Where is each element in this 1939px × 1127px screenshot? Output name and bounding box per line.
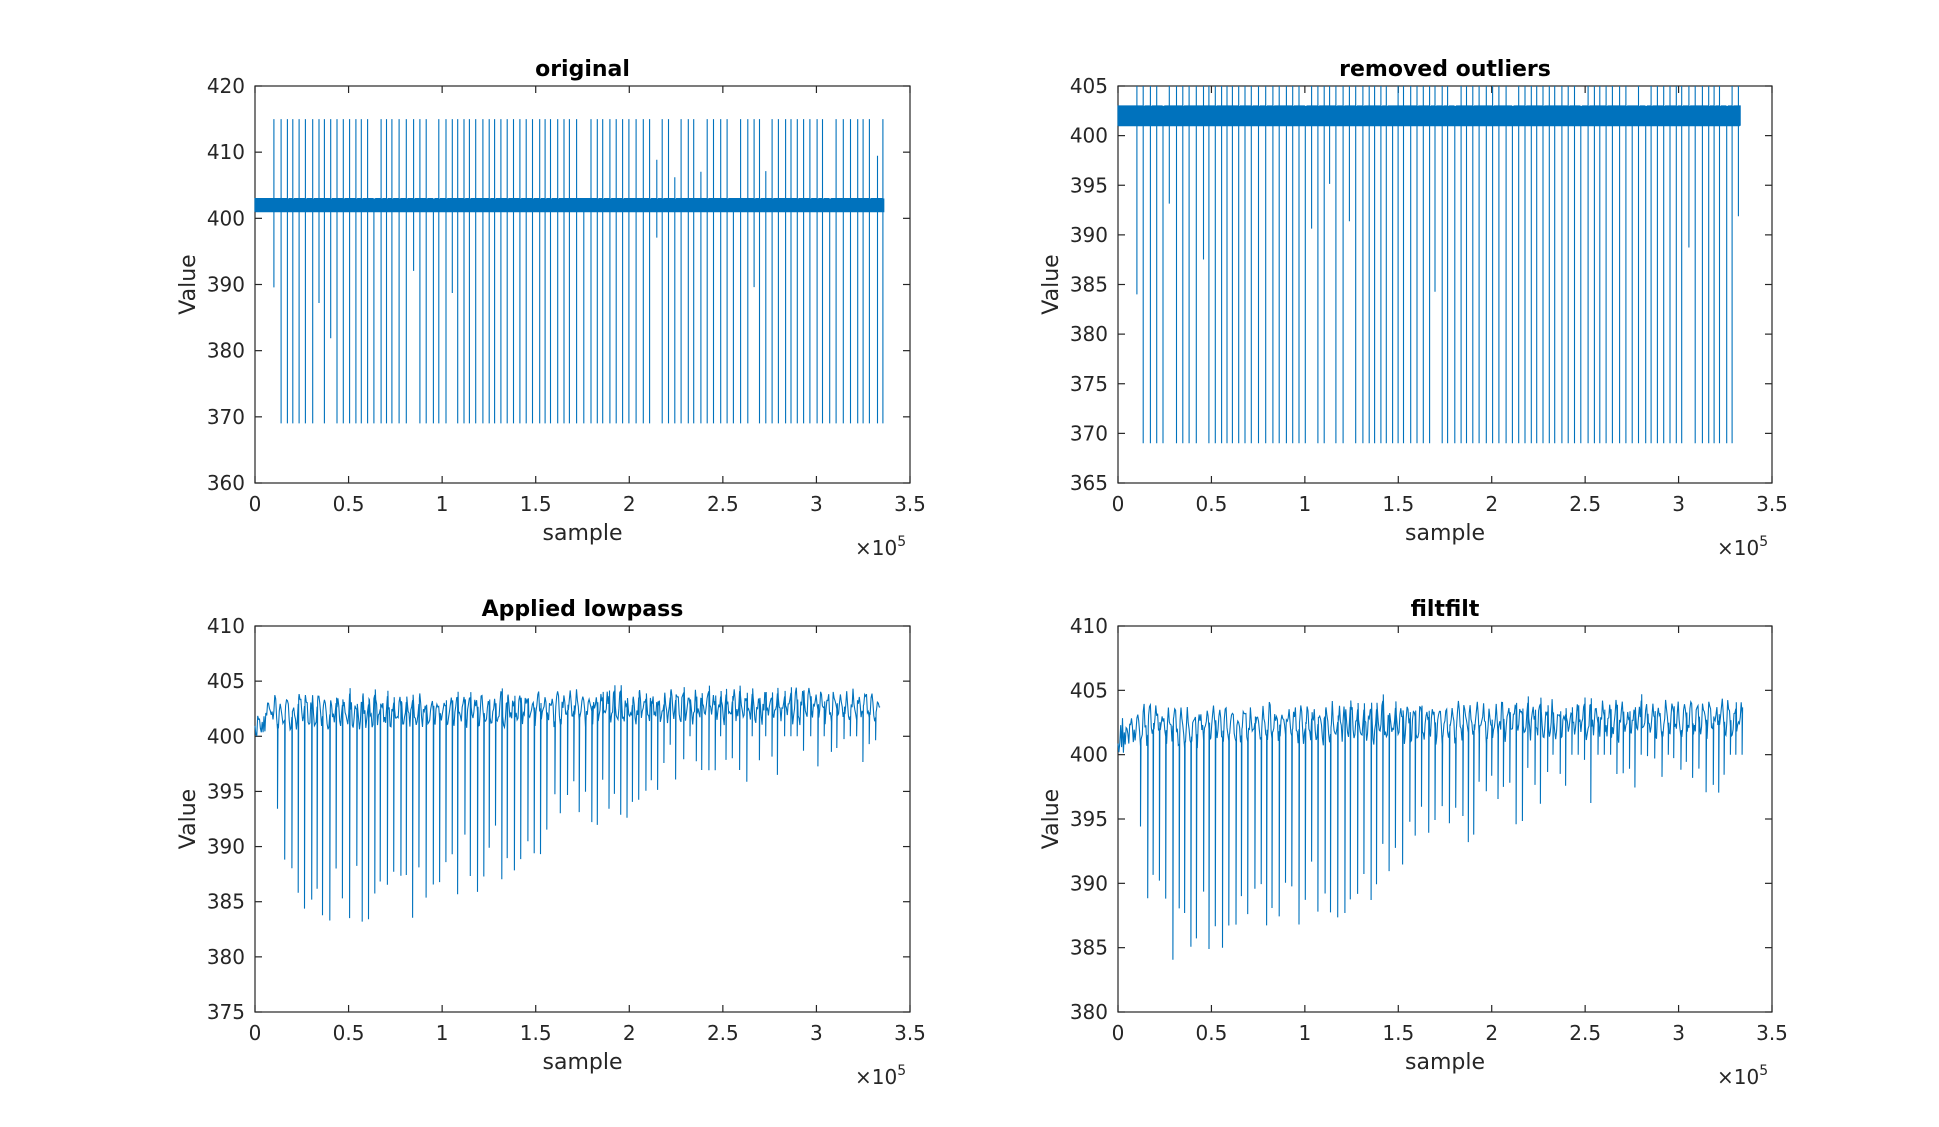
y-tick-label: 370 bbox=[1070, 421, 1108, 445]
y-tick-label: 380 bbox=[207, 945, 245, 969]
x-tick-label: 0.5 bbox=[333, 1021, 365, 1045]
subplot-filtfilt: filtfilt sample Value ×105 0 0.5 1 1.5 2 2.5 3… bbox=[1039, 597, 1788, 1089]
y-tick-label: 395 bbox=[1070, 173, 1108, 197]
y-axis-label: Value bbox=[176, 789, 201, 849]
x-tick-label: 2.5 bbox=[1569, 1021, 1601, 1045]
series-line bbox=[1117, 694, 1744, 960]
x-tick-label: 0.5 bbox=[1196, 492, 1228, 516]
y-tick-label: 375 bbox=[1070, 372, 1108, 396]
x-tick-label: 1 bbox=[436, 492, 449, 516]
y-axis-label: Value bbox=[1039, 789, 1064, 849]
y-tick-label: 400 bbox=[207, 206, 245, 230]
x-tick-label: 3.5 bbox=[894, 492, 926, 516]
x-tick-label: 0 bbox=[249, 492, 262, 516]
x-tick-label: 2.5 bbox=[1569, 492, 1601, 516]
x-tick-label: 1 bbox=[1298, 1021, 1311, 1045]
x-tick-label: 1 bbox=[1298, 492, 1311, 516]
y-tick-label: 370 bbox=[207, 405, 245, 429]
y-tick-label: 380 bbox=[1070, 322, 1108, 346]
subplot-applied-lowpass: Applied lowpass sample Value ×105 0 0.5 1 1… bbox=[176, 597, 926, 1089]
y-tick-label: 360 bbox=[207, 471, 245, 495]
y-tick-label: 420 bbox=[207, 74, 245, 98]
x-tick-label: 1.5 bbox=[1382, 492, 1414, 516]
x-tick-label: 3 bbox=[1672, 1021, 1685, 1045]
y-tick-label: 365 bbox=[1070, 471, 1108, 495]
y-tick-label: 390 bbox=[1070, 871, 1108, 895]
x-axis-label: sample bbox=[1405, 1050, 1485, 1075]
y-tick-label: 410 bbox=[1070, 614, 1108, 638]
x-tick-label: 1.5 bbox=[520, 492, 552, 516]
plot-area-frame bbox=[254, 625, 911, 1013]
x-tick-label: 0.5 bbox=[1196, 1021, 1228, 1045]
x-tick-label: 1.5 bbox=[1382, 1021, 1414, 1045]
y-tick-label: 375 bbox=[207, 1000, 245, 1024]
subplot-title: Applied lowpass bbox=[482, 597, 684, 622]
subplot-title: original bbox=[535, 57, 630, 82]
x-axis-label: sample bbox=[543, 1050, 623, 1075]
y-tick-label: 385 bbox=[1070, 936, 1108, 960]
y-tick-label: 390 bbox=[207, 835, 245, 859]
x-tick-label: 3.5 bbox=[1756, 1021, 1788, 1045]
y-tick-label: 380 bbox=[207, 339, 245, 363]
subplot-title: filtfilt bbox=[1411, 597, 1480, 622]
y-tick-label: 385 bbox=[1070, 273, 1108, 297]
x-tick-label: 2 bbox=[623, 492, 636, 516]
x-tick-label: 3.5 bbox=[894, 1021, 926, 1045]
y-tick-label: 395 bbox=[207, 779, 245, 803]
y-axis-label: Value bbox=[176, 254, 201, 314]
x-tick-label: 1 bbox=[436, 1021, 449, 1045]
x-axis-label: sample bbox=[1405, 521, 1485, 546]
y-tick-label: 405 bbox=[1070, 74, 1108, 98]
y-tick-label: 410 bbox=[207, 140, 245, 164]
subplot-title: removed outliers bbox=[1339, 57, 1551, 82]
x-tick-label: 3 bbox=[810, 492, 823, 516]
y-tick-label: 400 bbox=[1070, 743, 1108, 767]
series-line bbox=[254, 685, 881, 922]
x-tick-label: 1.5 bbox=[520, 1021, 552, 1045]
y-tick-label: 410 bbox=[207, 614, 245, 638]
x-tick-label: 2.5 bbox=[707, 492, 739, 516]
y-tick-label: 385 bbox=[207, 890, 245, 914]
y-tick-label: 400 bbox=[207, 724, 245, 748]
subplot-original: original sample Value ×105 0 0.5 1 1.5 2 2.5 3… bbox=[176, 57, 926, 560]
x-tick-label: 3 bbox=[1672, 492, 1685, 516]
x-exponent-label: ×105 bbox=[1717, 534, 1768, 560]
x-tick-label: 0 bbox=[1112, 492, 1125, 516]
subplot-removed-outliers: removed outliers sample Value ×105 0 0.5 1… bbox=[1039, 57, 1788, 560]
x-tick-label: 3 bbox=[810, 1021, 823, 1045]
x-tick-label: 2 bbox=[623, 1021, 636, 1045]
y-tick-label: 400 bbox=[1070, 124, 1108, 148]
x-tick-label: 2 bbox=[1485, 492, 1498, 516]
y-tick-label: 405 bbox=[207, 669, 245, 693]
x-tick-label: 3.5 bbox=[1756, 492, 1788, 516]
series-line bbox=[1117, 86, 1741, 444]
x-axis-label: sample bbox=[543, 521, 623, 546]
x-tick-label: 2 bbox=[1485, 1021, 1498, 1045]
y-axis-label: Value bbox=[1039, 254, 1064, 314]
y-tick-label: 380 bbox=[1070, 1000, 1108, 1024]
x-tick-label: 2.5 bbox=[707, 1021, 739, 1045]
x-exponent-label: ×105 bbox=[855, 534, 906, 560]
y-tick-label: 395 bbox=[1070, 807, 1108, 831]
y-tick-label: 390 bbox=[1070, 223, 1108, 247]
y-tick-label: 405 bbox=[1070, 678, 1108, 702]
x-exponent-label: ×105 bbox=[855, 1063, 906, 1089]
x-tick-label: 0 bbox=[249, 1021, 262, 1045]
x-exponent-label: ×105 bbox=[1717, 1063, 1768, 1089]
y-tick-label: 390 bbox=[207, 273, 245, 297]
x-tick-label: 0.5 bbox=[333, 492, 365, 516]
series-line bbox=[254, 119, 885, 424]
x-tick-label: 0 bbox=[1112, 1021, 1125, 1045]
